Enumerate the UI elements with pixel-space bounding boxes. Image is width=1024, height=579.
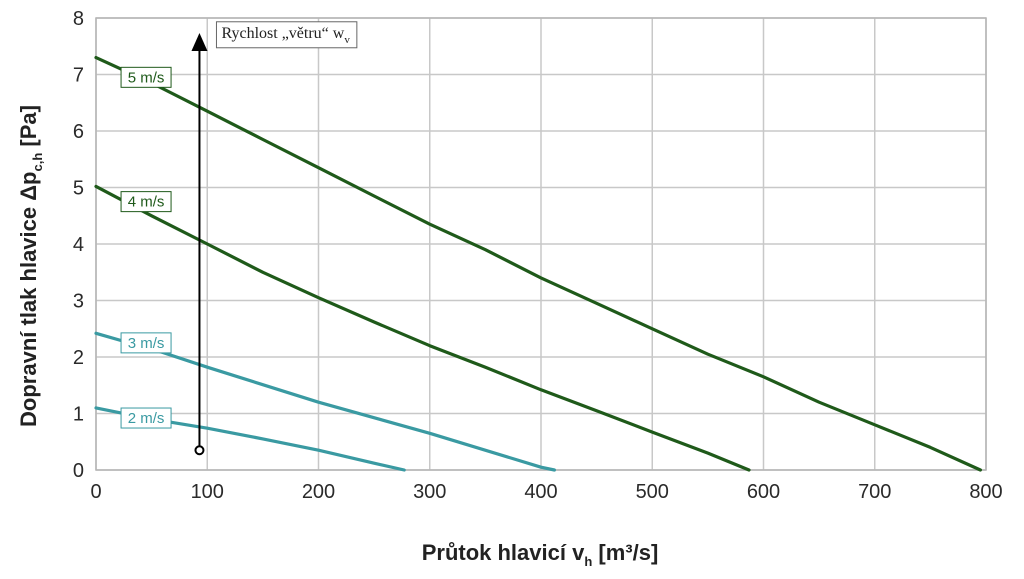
tick-labels: 0 100 200 300 400 500 600 700 800 0 1 2 3 4 5 6 7 8 (73, 8, 1003, 503)
y-tick-label: 4 (73, 234, 84, 256)
y-axis-title: Dopravní tlak hlavice Δpc,h [Pa] (16, 105, 45, 427)
y-tick-label: 3 (73, 291, 84, 313)
series-label-box (120, 407, 172, 429)
x-tick-label: 0 (90, 481, 101, 503)
series-label-box (120, 66, 172, 88)
grid (95, 17, 987, 471)
series-group (94, 56, 982, 472)
x-tick-label: 600 (747, 481, 780, 503)
y-axis-title-main: Dopravní tlak hlavice Δp (16, 172, 41, 427)
x-axis-title-sub: h (584, 554, 592, 569)
y-tick-label: 5 (73, 178, 84, 200)
y-tick-label: 8 (73, 8, 84, 30)
x-tick-label: 700 (858, 481, 891, 503)
annotation: Rychlost „větru“ wv (191, 21, 358, 456)
x-tick-label: 400 (524, 481, 557, 503)
series-label: 5 m/s (128, 69, 165, 86)
x-tick-label: 500 (636, 481, 669, 503)
annotation-arrow-origin (194, 445, 205, 456)
y-tick-label: 1 (73, 404, 84, 426)
x-axis-title-unit: [m³/s] (592, 540, 658, 565)
annotation-text: Rychlost „větru“ wv (221, 25, 350, 46)
annotation-box (215, 21, 358, 49)
y-axis-title-sub: c,h (30, 153, 45, 172)
x-tick-label: 300 (413, 481, 446, 503)
x-tick-label: 100 (191, 481, 224, 503)
series-line (94, 56, 982, 472)
series-label-box (120, 332, 172, 354)
x-tick-label: 800 (969, 481, 1002, 503)
annotation-text-sub: v (344, 34, 350, 46)
y-tick-label: 6 (73, 121, 84, 143)
series-label-box (120, 191, 172, 213)
x-tick-label: 200 (302, 481, 335, 503)
plot-frame (95, 17, 987, 471)
y-tick-label: 7 (73, 65, 84, 87)
series-label: 2 m/s (128, 410, 165, 427)
x-axis-title-main: Průtok hlavicí v (422, 540, 585, 565)
annotation-text-main: Rychlost „větru“ w (221, 25, 344, 42)
series-labels: 5 m/s 4 m/s 3 m/s 2 m/s (120, 66, 172, 429)
y-tick-label: 0 (73, 460, 84, 482)
y-tick-label: 2 (73, 347, 84, 369)
series-line (94, 331, 556, 472)
x-axis-title: Průtok hlavicí vh [m³/s] (422, 540, 659, 569)
series-label: 4 m/s (128, 194, 165, 211)
series-line (94, 184, 751, 472)
y-axis-title-unit: [Pa] (16, 105, 41, 153)
series-label: 3 m/s (128, 335, 165, 352)
